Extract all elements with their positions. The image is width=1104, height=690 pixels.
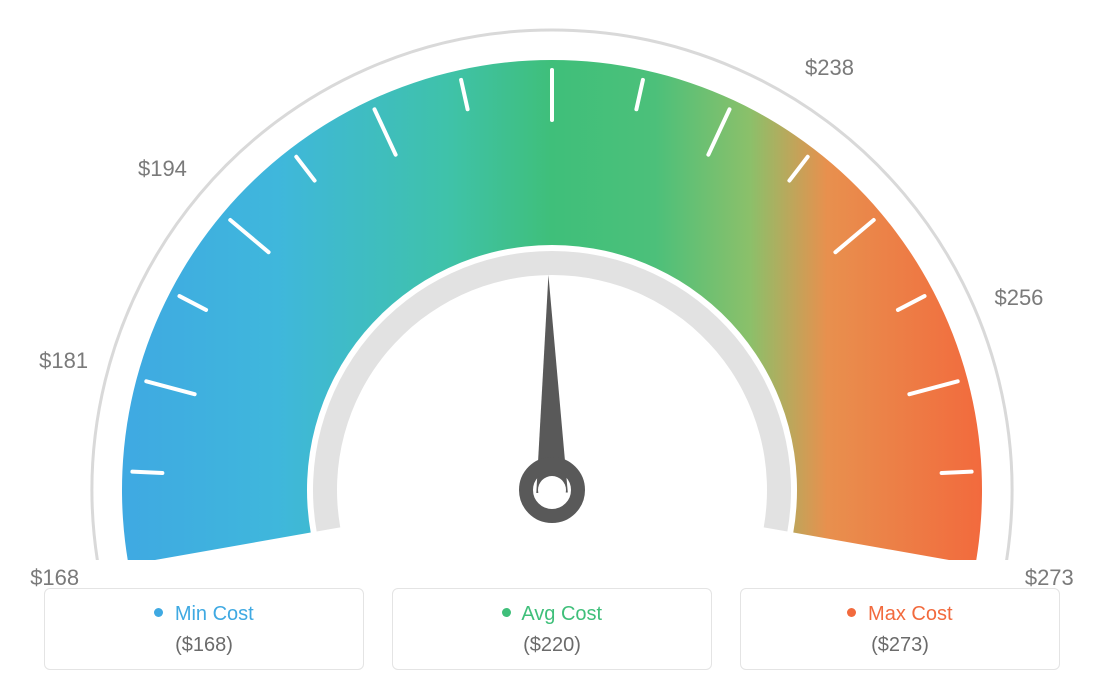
legend-title-max: Max Cost bbox=[751, 603, 1049, 626]
legend-value-avg: ($220) bbox=[403, 634, 701, 657]
legend-label-avg: Avg Cost bbox=[521, 603, 602, 625]
tick-label: $256 bbox=[994, 285, 1043, 311]
legend-value-max: ($273) bbox=[751, 634, 1049, 657]
tick-label: $194 bbox=[138, 156, 187, 182]
dot-avg bbox=[502, 608, 511, 617]
dot-min bbox=[154, 608, 163, 617]
legend-value-min: ($168) bbox=[55, 634, 353, 657]
gauge-svg bbox=[0, 0, 1104, 560]
legend-label-min: Min Cost bbox=[175, 603, 254, 625]
tick-label: $273 bbox=[1025, 565, 1074, 591]
gauge-chart: $168$181$194$220$238$256$273 bbox=[0, 0, 1104, 560]
legend-row: Min Cost ($168) Avg Cost ($220) Max Cost… bbox=[0, 588, 1104, 670]
dot-max bbox=[847, 608, 856, 617]
tick-label: $181 bbox=[39, 348, 88, 374]
tick-label: $238 bbox=[805, 55, 854, 81]
legend-label-max: Max Cost bbox=[868, 603, 952, 625]
legend-title-min: Min Cost bbox=[55, 603, 353, 626]
legend-card-min: Min Cost ($168) bbox=[44, 588, 364, 670]
legend-card-max: Max Cost ($273) bbox=[740, 588, 1060, 670]
legend-title-avg: Avg Cost bbox=[403, 603, 701, 626]
legend-card-avg: Avg Cost ($220) bbox=[392, 588, 712, 670]
tick-label: $168 bbox=[30, 565, 79, 591]
